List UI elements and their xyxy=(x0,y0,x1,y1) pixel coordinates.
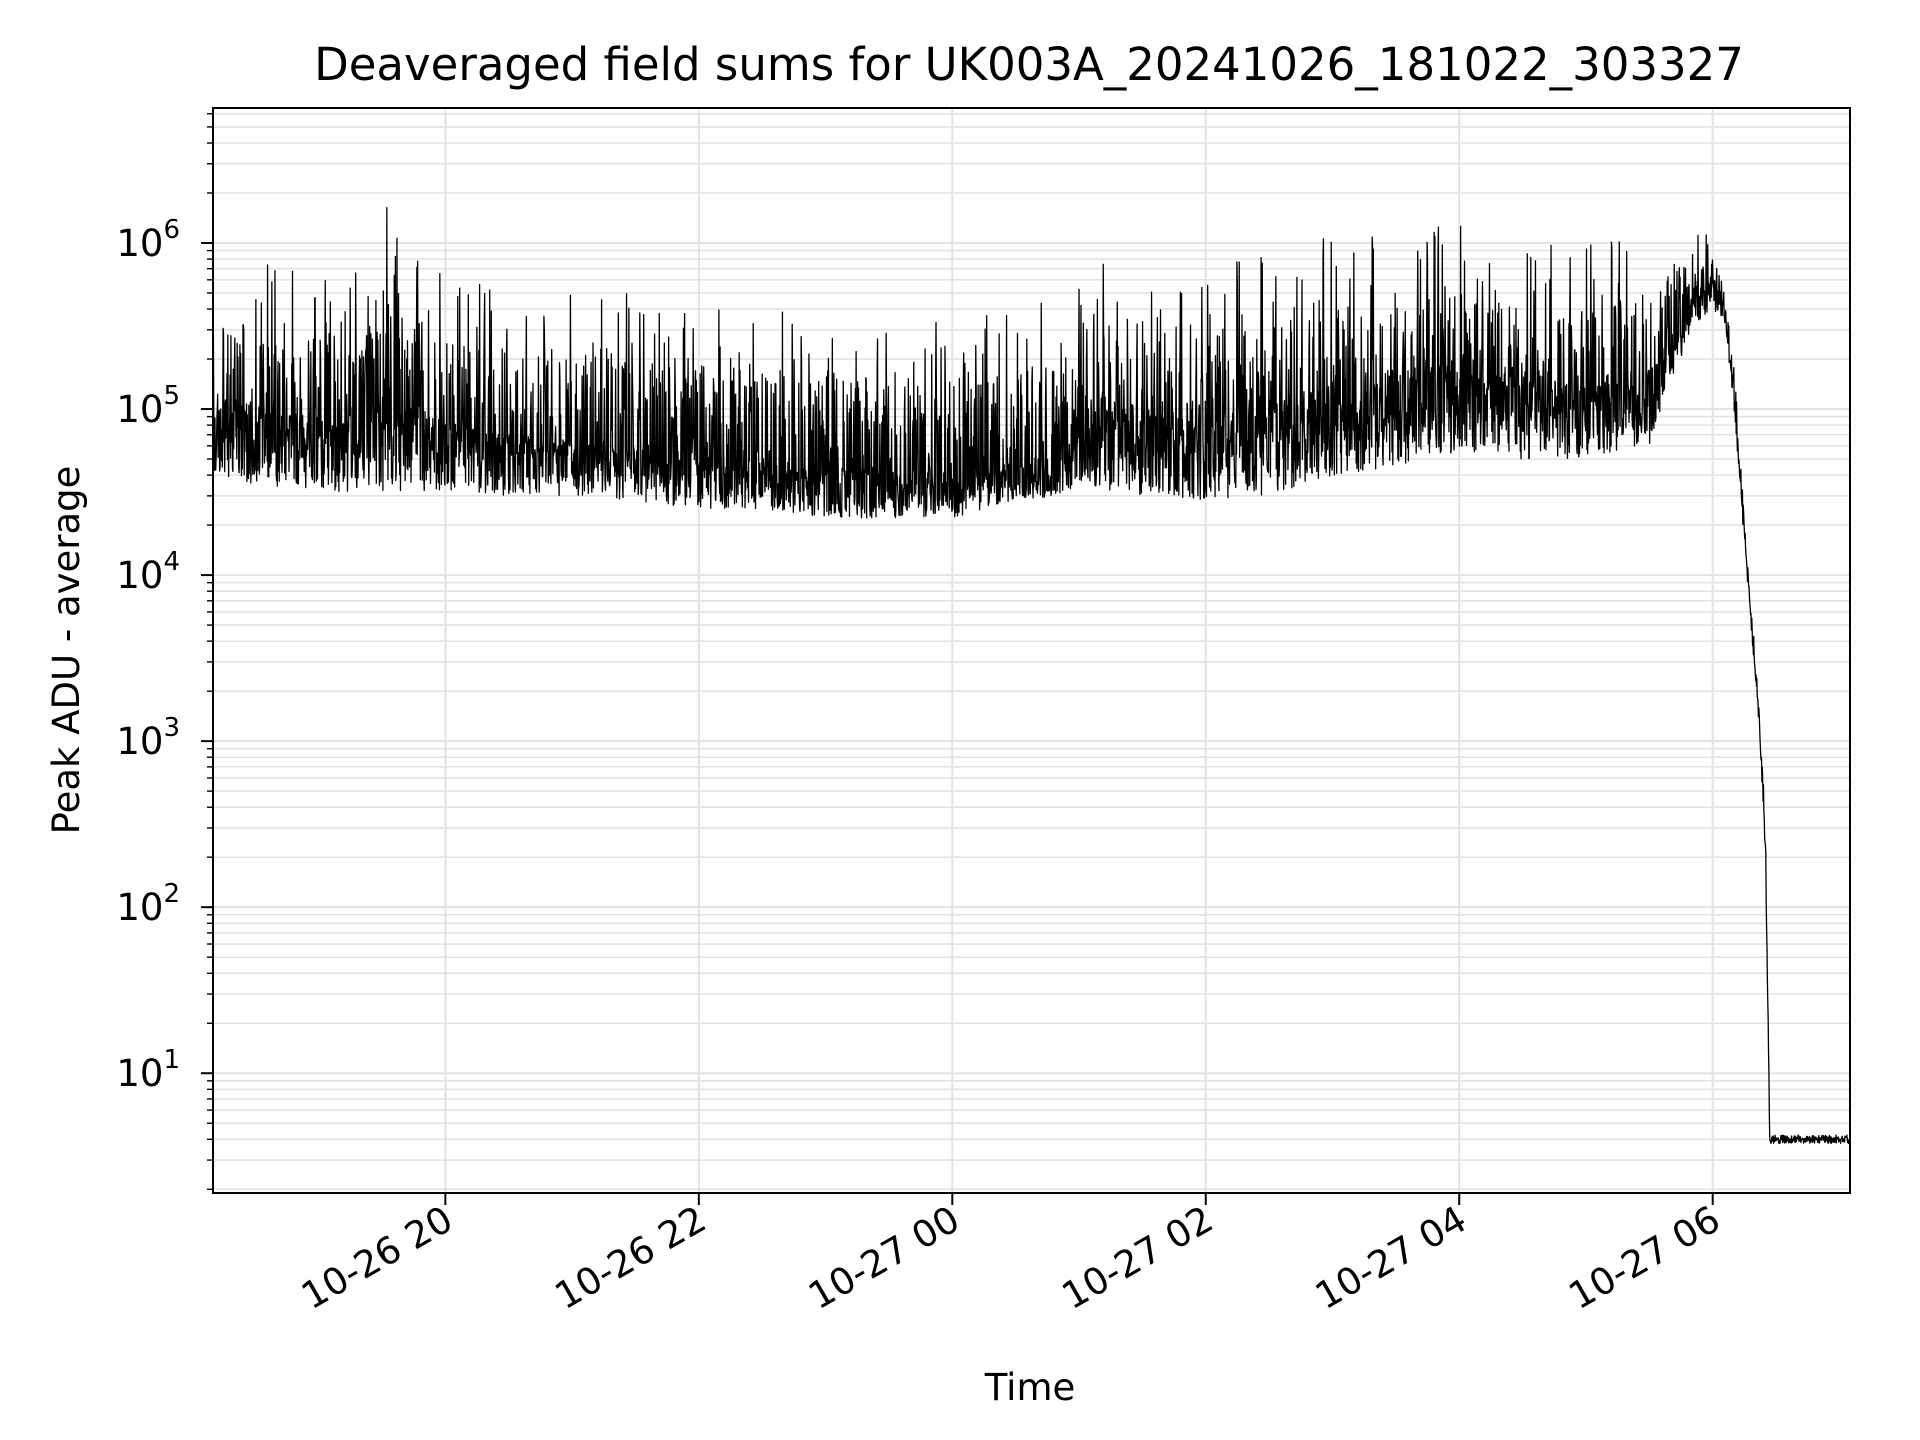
y-tick-label: 101 xyxy=(116,1045,180,1095)
series-line xyxy=(212,207,1851,1145)
y-tick-exponent: 5 xyxy=(163,381,180,411)
y-tick-exponent: 1 xyxy=(163,1045,180,1075)
y-tick-exponent: 3 xyxy=(163,713,180,743)
y-tick-label: 105 xyxy=(116,381,180,431)
y-tick-exponent: 6 xyxy=(163,215,180,245)
y-tick-base: 10 xyxy=(116,388,163,431)
y-tick-label: 103 xyxy=(116,713,180,763)
y-tick-exponent: 4 xyxy=(163,547,180,577)
y-tick-base: 10 xyxy=(116,720,163,763)
series-layer xyxy=(212,207,1851,1145)
y-tick-base: 10 xyxy=(116,222,163,265)
x-axis-label: Time xyxy=(984,1366,1076,1409)
y-tick-label: 106 xyxy=(116,215,180,265)
y-tick-label: 102 xyxy=(116,879,180,929)
y-tick-label: 104 xyxy=(116,547,180,597)
y-tick-base: 10 xyxy=(116,1052,163,1095)
y-axis-label: Peak ADU - average xyxy=(45,466,88,835)
plot-frame xyxy=(212,107,1851,1194)
y-tick-base: 10 xyxy=(116,554,163,597)
chart-title: Deaveraged field sums for UK003A_2024102… xyxy=(314,38,1744,91)
y-tick-exponent: 2 xyxy=(163,879,180,909)
y-tick-base: 10 xyxy=(116,886,163,929)
